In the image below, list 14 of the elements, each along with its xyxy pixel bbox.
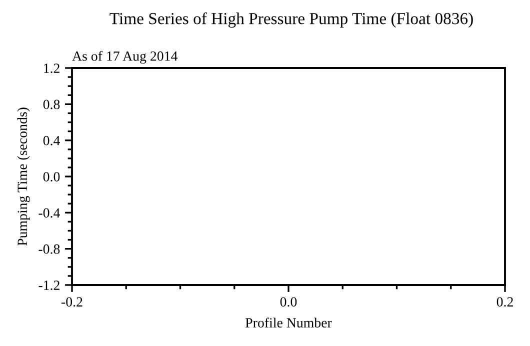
x-tick-label: -0.2 bbox=[62, 297, 82, 307]
y-tick-label: -0.8 bbox=[38, 244, 60, 254]
y-tick-label: 0.4 bbox=[43, 136, 60, 146]
x-tick-label: 0.2 bbox=[496, 297, 513, 307]
x-tick-label: 0.0 bbox=[280, 297, 297, 307]
y-tick-label: -0.4 bbox=[38, 208, 60, 218]
y-tick-label: 1.2 bbox=[44, 64, 60, 74]
y-tick-label: 0.8 bbox=[43, 100, 60, 110]
chart-subtitle: As of 17 Aug 2014 bbox=[72, 50, 178, 64]
y-tick-label: -1.2 bbox=[38, 280, 60, 290]
y-tick-label: 0.0 bbox=[43, 172, 60, 182]
y-axis-title: Pumping Time (seconds) bbox=[17, 108, 30, 246]
chart-title: Time Series of High Pressure Pump Time (Float 0836) bbox=[110, 12, 473, 28]
x-axis-title: Profile Number bbox=[246, 318, 332, 328]
